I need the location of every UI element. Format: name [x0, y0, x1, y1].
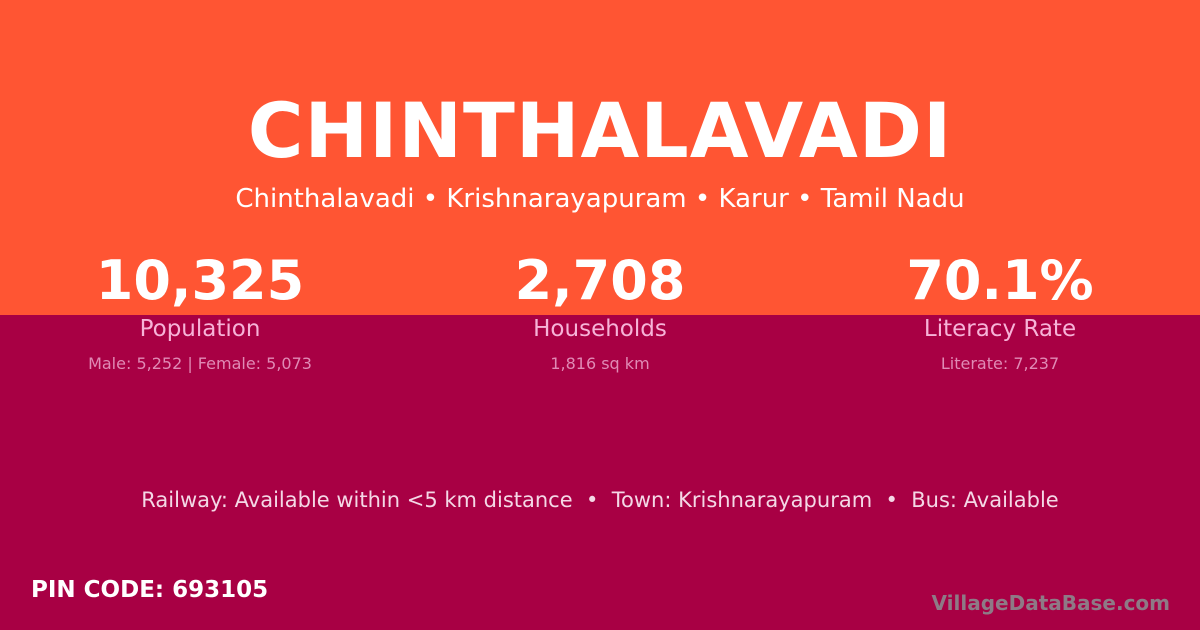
- stat-detail: Literate: 7,237: [940, 354, 1060, 373]
- stat-label: Households: [533, 316, 667, 342]
- stat-label: Population: [139, 316, 261, 342]
- stat-value: 70.1%: [906, 249, 1094, 312]
- body-band: [0, 315, 1200, 630]
- stat-detail: Male: 5,252 | Female: 5,073: [88, 354, 312, 373]
- brand-watermark: VillageDataBase.com: [931, 591, 1170, 615]
- stat-value: 2,708: [514, 249, 686, 312]
- pin-code: PIN CODE: 693105: [31, 577, 269, 603]
- location-breadcrumb: Chinthalavadi • Krishnarayapuram • Karur…: [235, 184, 965, 214]
- stat-detail: 1,816 sq km: [550, 354, 650, 373]
- header-band: [0, 0, 1200, 315]
- stat-value: 10,325: [95, 249, 305, 312]
- amenities-line: Railway: Available within <5 km distance…: [141, 488, 1059, 512]
- stat-label: Literacy Rate: [923, 316, 1077, 342]
- village-title: CHINTHALAVADI: [247, 86, 953, 175]
